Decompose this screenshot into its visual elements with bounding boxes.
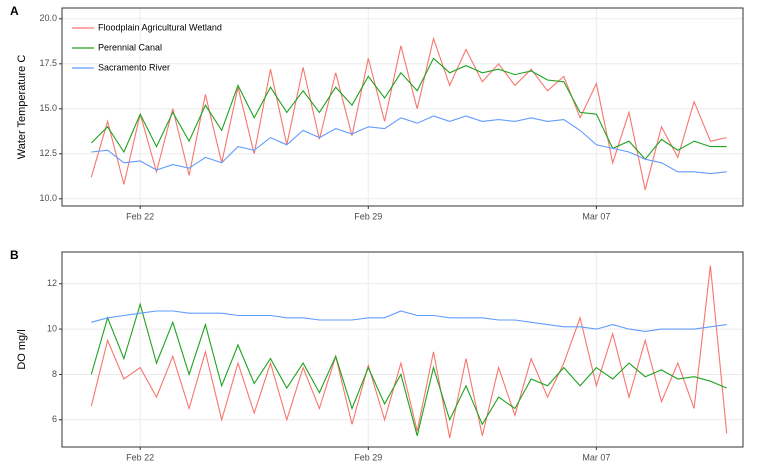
y-axis-title: Water Temperature C <box>16 55 28 160</box>
series-line <box>91 115 727 175</box>
panel-label: A <box>10 4 19 18</box>
y-tick-label: 10 <box>47 323 57 333</box>
y-tick-label: 17.5 <box>39 58 57 68</box>
y-tick-label: 6 <box>52 414 57 424</box>
plot-background <box>62 8 743 206</box>
plot-frame <box>61 7 744 207</box>
series-line <box>90 302 727 436</box>
x-tick-label: Feb 22 <box>126 211 154 221</box>
plot-frame <box>61 251 744 448</box>
x-tick-label: Mar 07 <box>582 452 610 462</box>
x-tick-label: Mar 07 <box>582 211 610 221</box>
x-tick-label: Feb 22 <box>126 452 154 462</box>
legend-label: Perennial Canal <box>98 42 162 52</box>
y-tick-label: 20.0 <box>39 13 57 23</box>
legend-label: Floodplain Agricultural Wetland <box>98 22 222 32</box>
y-tick-label: 12 <box>47 278 57 288</box>
y-tick-label: 15.0 <box>39 103 57 113</box>
x-tick-label: Feb 29 <box>354 211 382 221</box>
y-axis-title: DO mg/l <box>16 329 28 369</box>
y-tick-label: 10.0 <box>39 193 57 203</box>
x-tick-label: Feb 29 <box>354 452 382 462</box>
y-tick-label: 8 <box>52 369 57 379</box>
series-line <box>90 36 727 190</box>
plot-background <box>62 252 743 447</box>
panel-label: B <box>10 248 19 262</box>
series-line <box>91 310 727 332</box>
series-line <box>90 265 728 439</box>
legend-label: Sacramento River <box>98 62 170 72</box>
y-tick-label: 12.5 <box>39 148 57 158</box>
series-line <box>90 57 727 161</box>
